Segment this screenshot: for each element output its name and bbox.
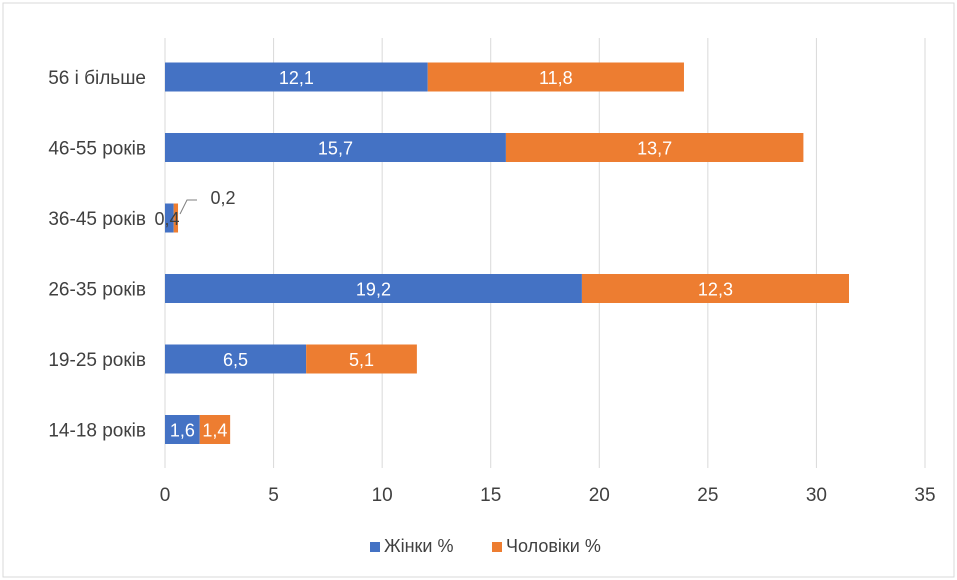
legend: Жінки % Чоловіки % xyxy=(370,536,601,556)
data-label: 1,4 xyxy=(202,421,227,441)
x-tick-label-0: 0 xyxy=(160,485,171,506)
data-labels: 12,1 11,8 15,7 13,7 0,4 0,2 19,2 12,3 6,5 5,1 1,6 1… xyxy=(154,68,732,441)
data-label: 6,5 xyxy=(223,350,248,370)
data-label: 12,3 xyxy=(698,280,733,300)
bar-segment-men xyxy=(306,344,417,374)
data-label: 12,1 xyxy=(279,68,314,88)
callout-leader-line xyxy=(179,199,197,215)
legend-swatch xyxy=(370,542,380,552)
category-label: 14-18 років xyxy=(48,421,146,442)
data-label: 0,4 xyxy=(154,209,179,229)
bar-segment-men xyxy=(173,203,179,233)
bar-segment-men xyxy=(581,274,849,303)
bar-segment-women xyxy=(165,415,200,444)
category-label: 19-25 років xyxy=(48,350,146,371)
x-tick-label-30: 30 xyxy=(806,485,827,506)
gridlines xyxy=(164,38,926,468)
data-label: 11,8 xyxy=(539,68,573,88)
data-label: 1,6 xyxy=(170,421,195,441)
bar-segment-men xyxy=(505,133,804,162)
bar-segment-men xyxy=(427,62,684,92)
bar-segment-women xyxy=(165,203,174,233)
x-tick-label-10: 10 xyxy=(372,485,393,506)
legend-label: Жінки % xyxy=(384,536,454,556)
bar-segment-women xyxy=(165,133,506,162)
bar-segment-women xyxy=(165,344,307,374)
x-tick-label-20: 20 xyxy=(589,485,610,506)
category-label: 56 і більше xyxy=(48,68,146,89)
data-label: 5,1 xyxy=(349,350,374,370)
category-label: 26-35 років xyxy=(48,280,146,301)
bar-segment-women xyxy=(165,274,582,303)
data-label: 0,2 xyxy=(210,188,235,208)
x-tick-label-25: 25 xyxy=(697,485,718,506)
bars xyxy=(165,62,849,444)
legend-swatch xyxy=(492,542,502,552)
x-tick-label-35: 35 xyxy=(914,485,935,506)
x-tick-labels: 0 5 10 15 20 25 30 35 xyxy=(160,485,936,506)
x-tick-label-5: 5 xyxy=(268,485,279,506)
category-labels: 56 і більше 46-55 років 36-45 років 26-35 р… xyxy=(48,68,146,442)
data-label: 19,2 xyxy=(356,280,391,300)
bar-segment-men xyxy=(199,415,231,444)
category-label: 46-55 років xyxy=(48,139,146,160)
category-label: 36-45 років xyxy=(48,209,146,230)
bar-segment-women xyxy=(165,62,428,92)
legend-label: Чоловіки % xyxy=(506,536,601,556)
data-label: 15,7 xyxy=(318,139,353,159)
data-label: 13,7 xyxy=(637,139,672,159)
x-tick-label-15: 15 xyxy=(480,485,501,506)
